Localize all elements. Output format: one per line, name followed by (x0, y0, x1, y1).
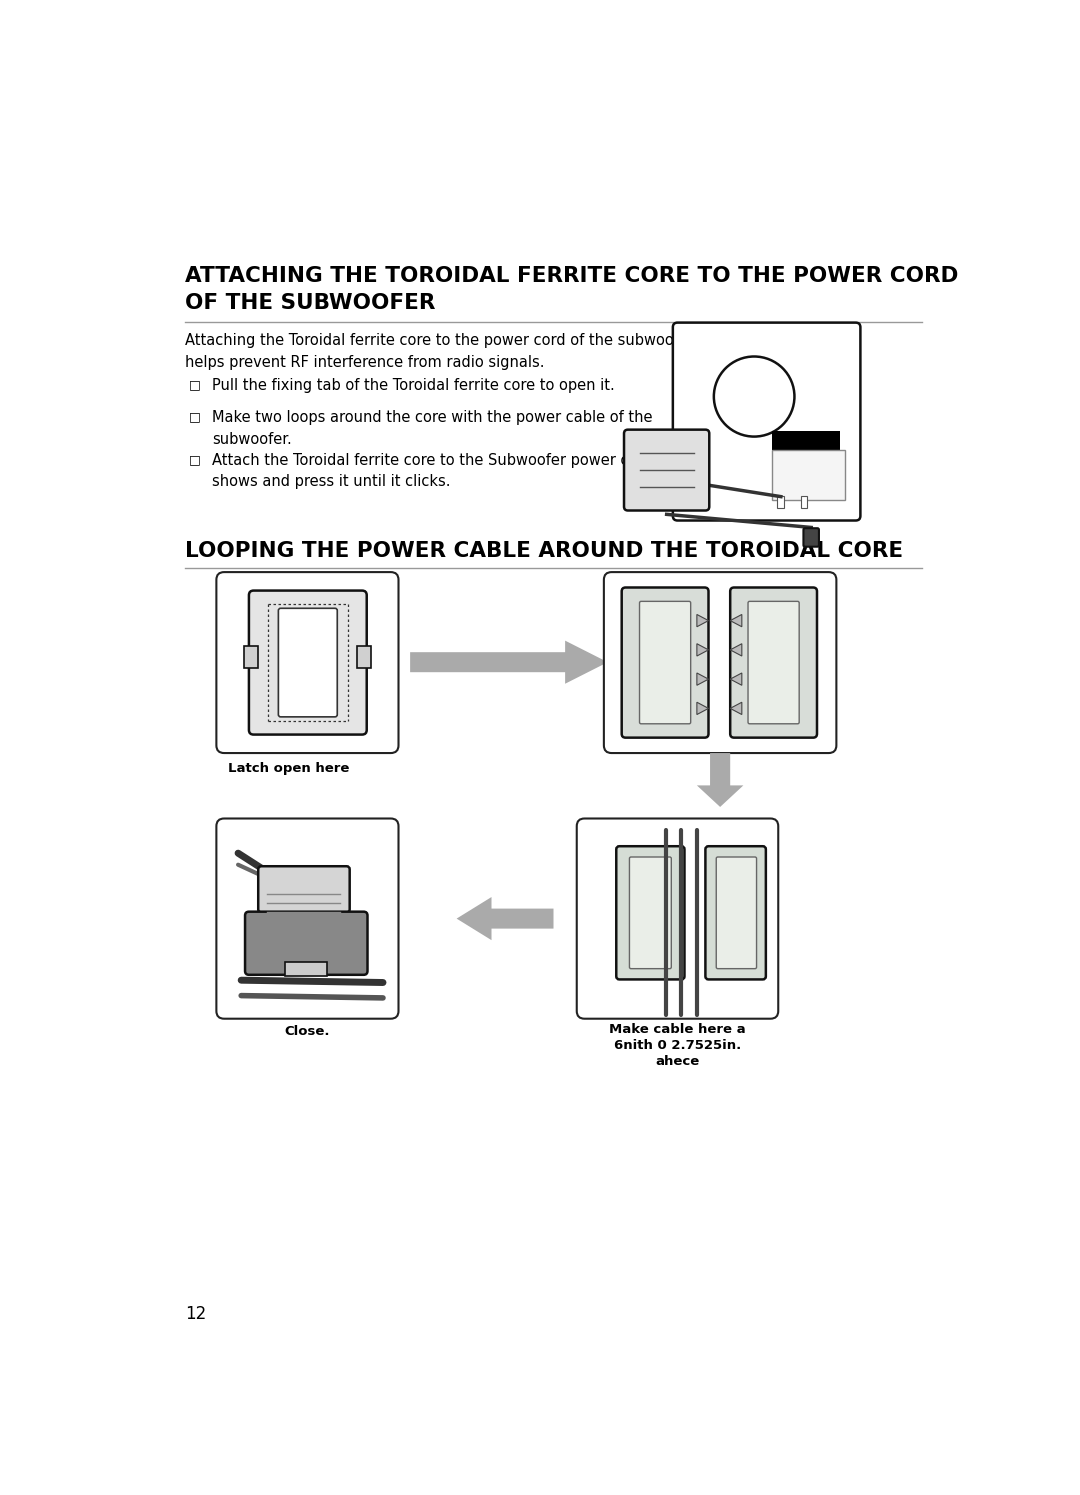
Text: □: □ (189, 453, 201, 466)
Polygon shape (730, 644, 742, 656)
Text: ahece: ahece (656, 1055, 700, 1067)
Bar (800, 496, 807, 508)
FancyBboxPatch shape (804, 528, 819, 547)
FancyBboxPatch shape (216, 573, 399, 753)
Polygon shape (697, 753, 743, 807)
Text: LOOPING THE POWER CABLE AROUND THE TOROIDAL CORE: LOOPING THE POWER CABLE AROUND THE TOROI… (186, 541, 904, 561)
FancyBboxPatch shape (245, 912, 367, 975)
Polygon shape (457, 897, 554, 940)
FancyBboxPatch shape (279, 608, 337, 718)
FancyBboxPatch shape (673, 323, 861, 520)
Text: □: □ (189, 411, 201, 423)
Text: 6nith 0 2.7525in.: 6nith 0 2.7525in. (613, 1039, 741, 1051)
Polygon shape (697, 673, 708, 685)
Bar (778, 496, 783, 508)
FancyBboxPatch shape (248, 591, 367, 734)
Text: 12: 12 (186, 1305, 206, 1323)
FancyBboxPatch shape (577, 818, 779, 1018)
Text: Pull the fixing tab of the Toroidal ferrite core to open it.: Pull the fixing tab of the Toroidal ferr… (213, 378, 616, 393)
FancyBboxPatch shape (244, 646, 258, 668)
FancyBboxPatch shape (716, 857, 757, 969)
Polygon shape (410, 641, 608, 683)
FancyBboxPatch shape (730, 588, 816, 737)
FancyBboxPatch shape (617, 846, 685, 979)
Polygon shape (697, 644, 708, 656)
Circle shape (714, 356, 795, 437)
Text: Latch open here: Latch open here (228, 762, 349, 776)
Polygon shape (697, 703, 708, 715)
FancyBboxPatch shape (357, 646, 372, 668)
Text: □: □ (189, 378, 201, 392)
Text: Attaching the Toroidal ferrite core to the power cord of the subwoofer
helps pre: Attaching the Toroidal ferrite core to t… (186, 333, 694, 369)
Text: ATTACHING THE TOROIDAL FERRITE CORE TO THE POWER CORD: ATTACHING THE TOROIDAL FERRITE CORE TO T… (186, 266, 959, 286)
Polygon shape (730, 614, 742, 626)
Bar (772, 431, 840, 462)
FancyBboxPatch shape (284, 963, 327, 976)
FancyBboxPatch shape (624, 429, 710, 510)
Polygon shape (730, 673, 742, 685)
FancyBboxPatch shape (772, 450, 845, 501)
FancyBboxPatch shape (258, 866, 350, 912)
Polygon shape (730, 703, 742, 715)
Text: Make two loops around the core with the power cable of the
subwoofer.: Make two loops around the core with the … (213, 411, 653, 447)
FancyBboxPatch shape (216, 818, 399, 1018)
Text: Attach the Toroidal ferrite core to the Subwoofer power cord as the figure
shows: Attach the Toroidal ferrite core to the … (213, 453, 751, 489)
FancyBboxPatch shape (630, 857, 672, 969)
FancyBboxPatch shape (705, 846, 766, 979)
Polygon shape (697, 614, 708, 626)
Text: Close.: Close. (284, 1026, 329, 1038)
FancyBboxPatch shape (748, 601, 799, 724)
FancyBboxPatch shape (604, 573, 836, 753)
Text: Make cable here a: Make cable here a (609, 1023, 746, 1036)
FancyBboxPatch shape (622, 588, 708, 737)
Text: OF THE SUBWOOFER: OF THE SUBWOOFER (186, 293, 435, 314)
FancyBboxPatch shape (639, 601, 691, 724)
